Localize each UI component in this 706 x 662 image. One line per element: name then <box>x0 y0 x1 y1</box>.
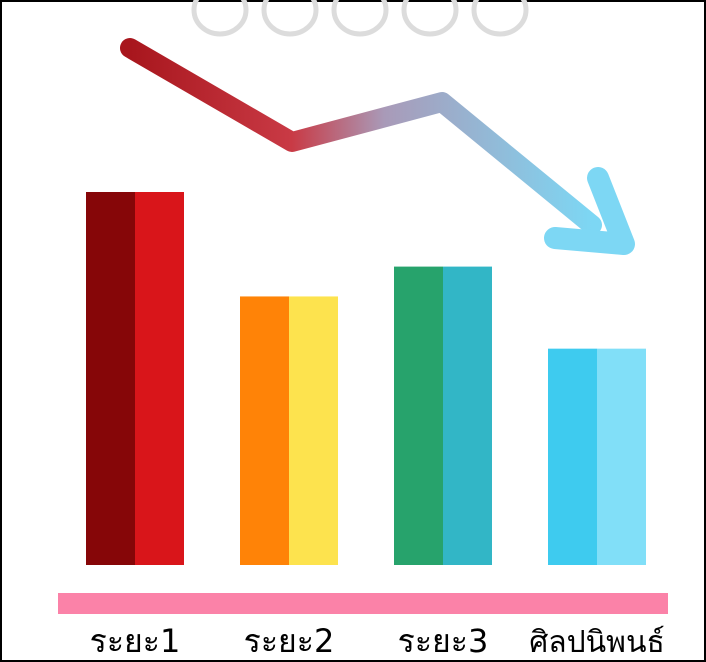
category-label-4: ศิลปนิพนธ์ <box>529 625 665 660</box>
bar-2-dark-half <box>240 296 289 565</box>
bar-4-dark-half <box>548 348 597 565</box>
bar-4-light-half <box>597 348 646 565</box>
bar-1-light-half <box>135 192 184 565</box>
category-label-2: ระยะ2 <box>244 622 335 660</box>
bar-3-dark-half <box>394 266 443 565</box>
trend-arrow-head <box>544 167 635 255</box>
trend-arrow <box>120 38 635 255</box>
category-label-1: ระยะ1 <box>90 622 181 660</box>
trend-arrow-line <box>120 38 602 235</box>
category-label-3: ระยะ3 <box>398 622 489 660</box>
category-labels: ระยะ1 ระยะ2 ระยะ3 ศิลปนิพนธ์ <box>90 622 665 660</box>
bars <box>86 192 646 565</box>
bar-3-light-half <box>443 266 492 565</box>
bar-2-light-half <box>289 296 338 565</box>
baseline-bar <box>58 593 668 614</box>
bar-1-dark-half <box>86 192 135 565</box>
